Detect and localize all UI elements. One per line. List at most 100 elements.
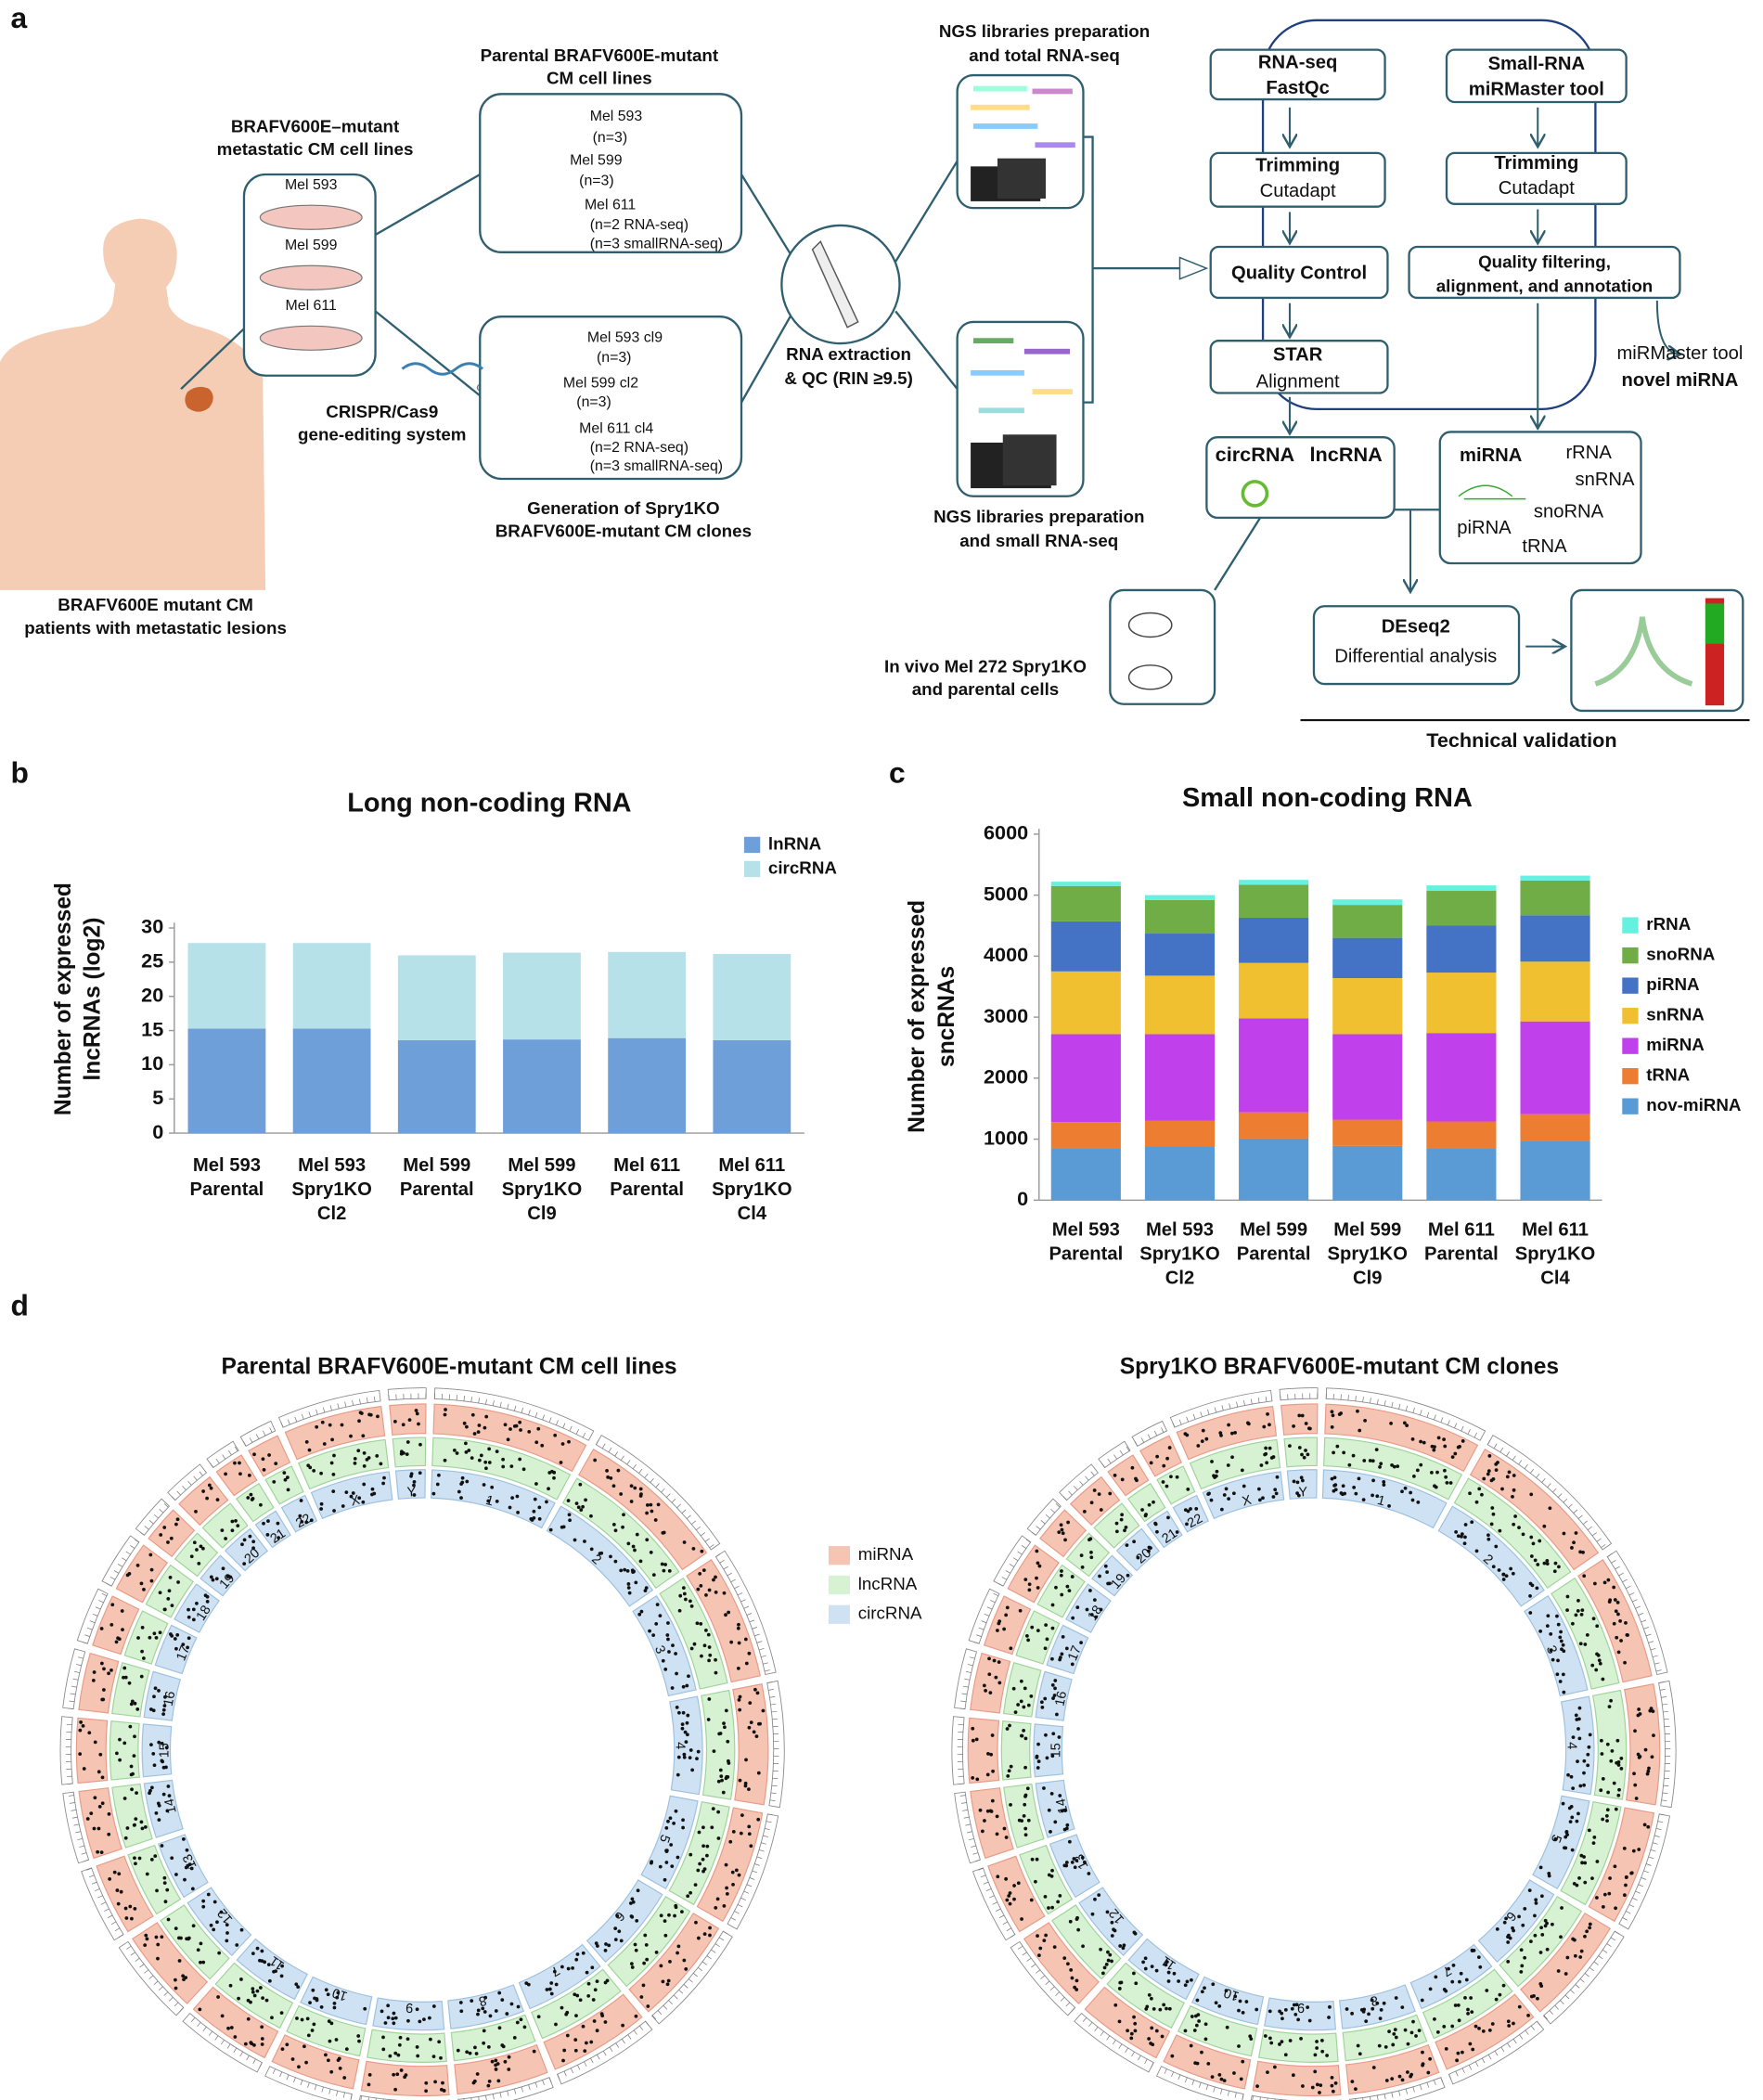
track-dot	[1313, 2053, 1318, 2057]
ideogram-tick	[135, 1957, 140, 1962]
track-dot	[1008, 1891, 1012, 1895]
track-dot	[344, 1490, 349, 1494]
track-dot	[367, 1412, 371, 1417]
track	[389, 1403, 427, 1436]
track-dot	[747, 1824, 752, 1829]
track-dot	[381, 1481, 385, 1486]
track-dot	[1556, 1658, 1560, 1663]
track-dot	[554, 2022, 558, 2027]
track-dot	[1382, 1483, 1386, 1487]
track-dot	[116, 1636, 120, 1641]
track-dot	[1136, 1555, 1140, 1560]
track-dot	[1543, 1918, 1548, 1923]
track-dot	[179, 1936, 183, 1940]
track-dot	[1512, 1488, 1516, 1492]
track-dot	[1008, 1723, 1011, 1728]
track-dot	[1079, 1641, 1083, 1645]
in-vivo-label: and parental cells	[912, 679, 1060, 699]
ideogram-tick	[1088, 2022, 1093, 2028]
track-dot	[1412, 1474, 1416, 1478]
track-dot	[1565, 1833, 1569, 1837]
track-dot	[1464, 1978, 1469, 1982]
pipeline-step: novel miRNA	[1622, 370, 1739, 391]
track-dot	[1302, 1455, 1306, 1460]
ideogram-tick	[556, 1420, 559, 1425]
track-dot	[678, 1593, 683, 1598]
track-dot	[695, 1621, 700, 1626]
track-dot	[134, 1862, 137, 1866]
track-dot	[298, 1514, 302, 1518]
track-dot	[1521, 1923, 1525, 1927]
track-dot	[1332, 1475, 1337, 1480]
track-dot	[687, 1674, 690, 1679]
ngs-title: NGS libraries preparation	[933, 507, 1144, 526]
track-dot	[497, 2026, 502, 2030]
track-dot	[564, 2012, 569, 2016]
parental-box	[479, 93, 743, 253]
ideogram-tick	[1412, 1407, 1415, 1413]
track-dot	[1578, 1642, 1583, 1646]
ideogram-tick	[109, 1577, 116, 1580]
y-tick-label: 0	[152, 1120, 163, 1143]
track-dot	[1089, 1555, 1094, 1560]
track-dot	[1558, 1635, 1563, 1640]
ideogram-tick	[193, 1475, 198, 1481]
track-dot	[1050, 1656, 1054, 1661]
track-dot	[1637, 1707, 1641, 1711]
track-dot	[681, 1818, 685, 1823]
track-dot	[102, 1667, 106, 1671]
ideogram-tick	[1589, 1966, 1594, 1972]
track-dot	[1330, 1476, 1334, 1481]
ideogram-tick	[521, 1407, 523, 1413]
track-dot	[1572, 1882, 1576, 1886]
ideogram-tick	[1659, 1813, 1665, 1816]
track-dot	[1383, 2044, 1388, 2049]
track-dot	[756, 1817, 761, 1822]
pipeline-step: miRMaster tool	[1469, 79, 1604, 99]
x-tick-label: Mel 593 Spry1KO Cl2	[291, 1156, 372, 1225]
legend-label: circRNA	[858, 1604, 922, 1623]
clones-title: BRAFV600E-mutant CM clones	[495, 522, 752, 541]
ideogram-tick	[86, 1867, 92, 1871]
ideogram-tick	[734, 1585, 740, 1590]
track-dot	[1012, 1884, 1016, 1887]
track-dot	[1047, 1906, 1050, 1910]
legend-swatch	[1622, 1007, 1639, 1024]
ideogram-tick	[1036, 1526, 1041, 1530]
connector	[374, 310, 481, 397]
track-dot	[984, 1688, 987, 1693]
ideogram-tick	[171, 1496, 176, 1501]
track-dot	[405, 1452, 409, 1456]
small-rna-box	[1438, 431, 1642, 565]
track-dot	[201, 1489, 206, 1493]
track-dot	[1017, 1818, 1022, 1823]
track-dot	[1257, 1498, 1262, 1502]
ideogram-tick	[1579, 1978, 1585, 1983]
track-dot	[667, 1913, 671, 1917]
track-dot	[995, 1832, 999, 1836]
ideogram-tick	[1036, 1969, 1041, 1974]
ideogram-tick	[609, 2046, 613, 2053]
track-dot	[534, 1482, 538, 1486]
track-dot	[565, 2033, 570, 2038]
track-dot	[167, 1794, 172, 1797]
track-dot	[1614, 1807, 1618, 1811]
ideogram-tick	[1426, 1411, 1430, 1418]
track-dot	[1160, 2034, 1165, 2039]
ideogram-tick	[1552, 1488, 1557, 1493]
chromosome-label: 4	[673, 1742, 688, 1749]
ideogram-tick	[1138, 2055, 1141, 2061]
track-dot	[122, 1797, 127, 1800]
track-dot	[1501, 1578, 1506, 1581]
track-dot	[1295, 1491, 1299, 1496]
track-dot	[230, 1528, 235, 1533]
track-dot	[600, 2014, 605, 2017]
track-dot	[1569, 1774, 1574, 1779]
track-dot	[975, 1777, 980, 1782]
track-dot	[433, 2080, 437, 2084]
track-dot	[981, 1829, 984, 1834]
ideogram-tick	[723, 1930, 728, 1935]
track-dot	[1505, 1475, 1510, 1479]
ideogram-tick	[321, 2086, 324, 2093]
track-dot	[1060, 1527, 1064, 1532]
